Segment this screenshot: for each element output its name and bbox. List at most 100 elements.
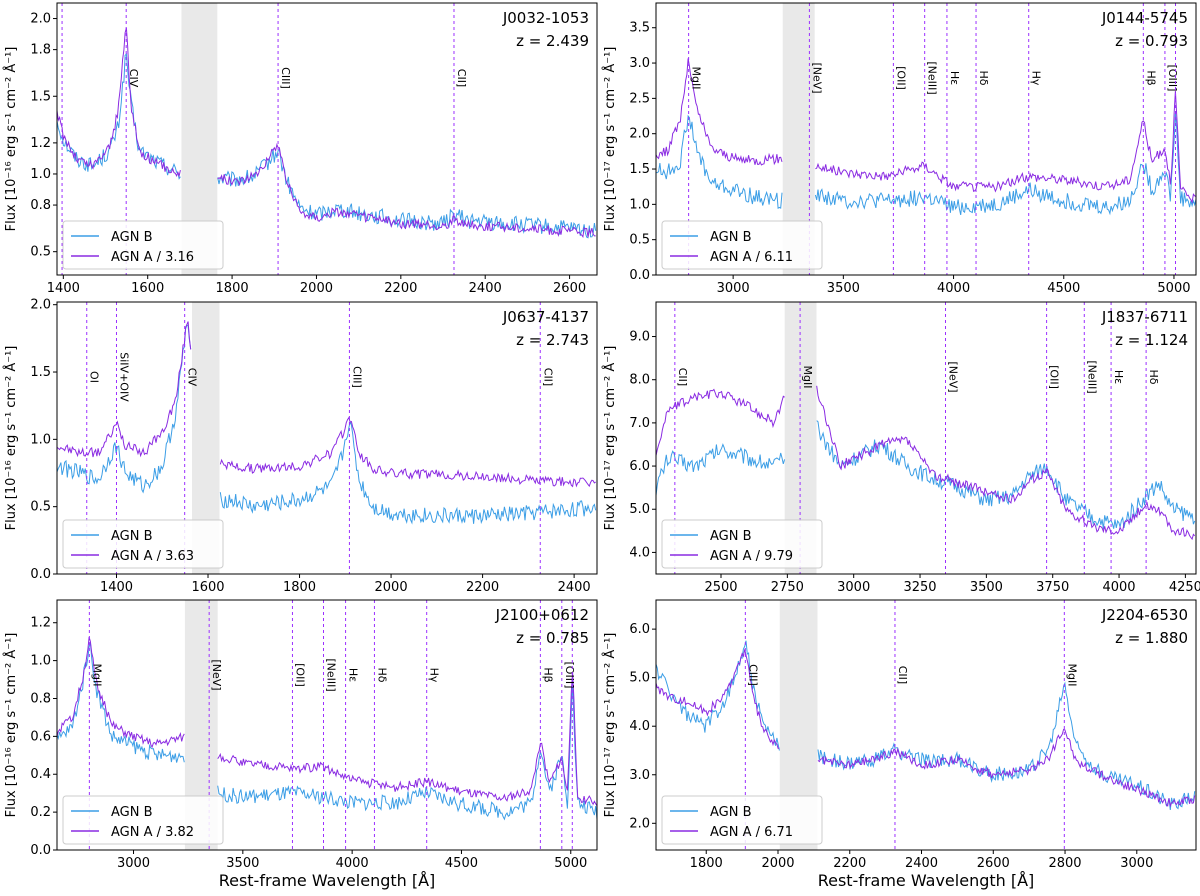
y-tick-label: 5.0: [629, 671, 650, 686]
spectrum-agn-a: [57, 27, 596, 238]
x-tick-label: 1800: [690, 856, 723, 871]
x-tick-label: 2200: [833, 856, 866, 871]
y-tick-label: 2.5: [629, 91, 650, 106]
emission-line-label: Hε: [347, 668, 360, 682]
y-tick-label: 3.0: [629, 56, 650, 71]
emission-line-label: MgII: [690, 67, 703, 90]
emission-line-label: [NeIII]: [1085, 360, 1098, 393]
y-tick-label: 1.2: [30, 136, 51, 151]
spectrum-agn-b: [57, 324, 597, 525]
legend-label: AGN A / 3.63: [111, 549, 194, 564]
emission-line-label: [OII]: [894, 66, 907, 90]
x-axis-label: Rest-frame Wavelength [Å]: [219, 871, 436, 890]
x-tick-label: 3000: [1120, 856, 1153, 871]
emission-line-label: CII]: [541, 368, 554, 386]
y-tick-label: 1.5: [30, 89, 51, 104]
y-axis-label: Flux [10⁻¹⁷ erg s⁻¹ cm⁻² Å⁻¹]: [602, 633, 618, 818]
x-tick-label: 2500: [704, 580, 737, 595]
x-tick-label: 2600: [553, 281, 586, 296]
emission-line-label: Hδ: [977, 70, 990, 85]
y-axis-label: Flux [10⁻¹⁶ erg s⁻¹ cm⁻² Å⁻¹]: [3, 346, 19, 531]
emission-line-label: CII]: [455, 69, 468, 87]
x-tick-label: 2400: [558, 580, 591, 595]
x-tick-label: 3500: [970, 580, 1003, 595]
spectrum-agn-a: [656, 385, 1196, 541]
x-tick-label: 2750: [771, 580, 804, 595]
x-tick-label: 3750: [1036, 580, 1069, 595]
panel-J0032-1053: CIV CIII] CII] 1400 1600 1800 2000 2200 2400 2600…: [3, 2, 598, 296]
legend: AGN B AGN A / 3.63: [62, 519, 224, 569]
y-axis-label: Flux [10⁻¹⁶ erg s⁻¹ cm⁻² Å⁻¹]: [3, 633, 19, 818]
emission-line-label: [NeV]: [210, 659, 223, 690]
x-tick-label: 2200: [466, 580, 499, 595]
y-axis-label: Flux [10⁻¹⁷ erg s⁻¹ cm⁻² Å⁻¹]: [602, 346, 618, 531]
x-tick-label: 4250: [1169, 580, 1200, 595]
emission-line-label: [OIII]: [1166, 65, 1179, 92]
y-tick-label: 1.5: [629, 162, 650, 177]
legend-label: AGN B: [710, 805, 752, 820]
legend-label: AGN B: [111, 805, 153, 820]
plot-frame: [56, 599, 598, 851]
x-tick-label: 1400: [47, 281, 80, 296]
y-tick-label: 0.0: [30, 567, 51, 582]
x-axis-label: Rest-frame Wavelength [Å]: [818, 871, 1035, 890]
y-tick-label: 8.0: [629, 373, 650, 388]
y-tick-label: 9.0: [629, 330, 650, 345]
x-tick-label: 4500: [1047, 281, 1080, 296]
panel-J1837-6711: CII] MgII [NeV] [OII] [NeIII] Hε Hδ 2500 2750 300…: [602, 301, 1200, 595]
object-name: J1837-6711: [1101, 308, 1188, 326]
y-tick-label: 1.0: [30, 432, 51, 447]
spectrum-agn-a: [57, 636, 597, 807]
x-tick-label: 3500: [226, 856, 259, 871]
y-tick-label: 1.8: [30, 43, 51, 58]
y-tick-label: 2.0: [629, 127, 650, 142]
y-tick-label: 6.0: [629, 459, 650, 474]
emission-line-label: Hε: [948, 71, 961, 85]
spectrum-agn-b: [656, 113, 1196, 216]
emission-line-label: SiIV+OIV: [117, 352, 130, 402]
y-tick-label: 3.5: [629, 21, 650, 36]
emission-line-label: Hγ: [428, 668, 441, 683]
x-tick-label: 5000: [554, 856, 587, 871]
legend-box: [661, 220, 823, 270]
spectrum-agn-a: [656, 649, 1196, 808]
emission-line-label: [OII]: [293, 663, 306, 687]
x-tick-label: 2600: [977, 856, 1010, 871]
y-tick-label: 3.0: [629, 768, 650, 783]
legend-box: [62, 795, 224, 845]
emission-line-label: Hγ: [1030, 71, 1043, 86]
emission-line-label: MgII: [801, 366, 814, 389]
x-tick-label: 2000: [761, 856, 794, 871]
emission-line-label: MgII: [1065, 664, 1078, 687]
legend-label: AGN B: [710, 529, 752, 544]
x-tick-label: 3000: [837, 580, 870, 595]
spectrum-agn-b: [57, 642, 597, 821]
x-tick-label: 1800: [216, 281, 249, 296]
emission-line-label: CIV: [186, 368, 199, 387]
legend: AGN B AGN A / 6.71: [661, 795, 823, 845]
object-name: J0032-1053: [502, 9, 589, 27]
plot-frame: [655, 301, 1197, 575]
x-tick-label: 3000: [117, 856, 150, 871]
x-tick-label: 4500: [445, 856, 478, 871]
legend-label: AGN B: [111, 230, 153, 245]
object-name: J0144-5745: [1101, 9, 1188, 27]
x-tick-label: 2400: [905, 856, 938, 871]
y-tick-label: 0.5: [629, 233, 650, 248]
spectrum-agn-a: [656, 58, 1196, 204]
x-tick-label: 4000: [336, 856, 369, 871]
y-tick-label: 2.0: [30, 298, 51, 313]
legend-label: AGN B: [111, 529, 153, 544]
y-tick-label: 0.2: [30, 805, 51, 820]
spectrum-agn-b: [656, 420, 1196, 530]
y-tick-label: 5.0: [629, 502, 650, 517]
legend: AGN B AGN A / 6.11: [661, 220, 823, 270]
x-tick-label: 1600: [191, 580, 224, 595]
emission-line-label: OI: [88, 371, 101, 383]
y-axis-label: Flux [10⁻¹⁷ erg s⁻¹ cm⁻² Å⁻¹]: [602, 47, 618, 232]
emission-line-label: [NeV]: [810, 62, 823, 93]
redshift-label: z = 1.880: [1115, 629, 1188, 647]
emission-line-label: [OII]: [1048, 365, 1061, 389]
y-tick-label: 1.0: [30, 167, 51, 182]
emission-line-label: [NeV]: [947, 361, 960, 392]
